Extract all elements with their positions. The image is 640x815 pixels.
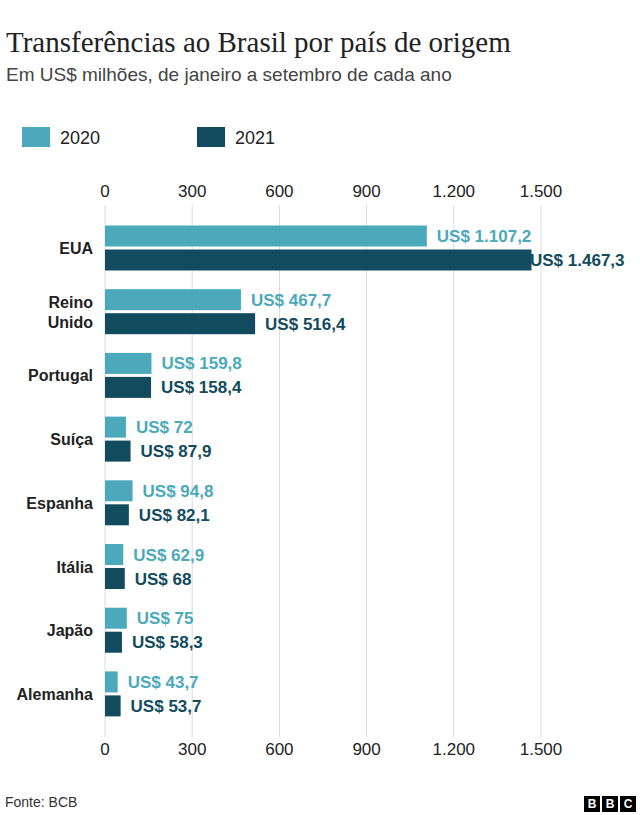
bar [105, 377, 151, 398]
tick-label-top: 1.500 [520, 182, 563, 201]
credit-box [584, 796, 600, 812]
grid-line [366, 205, 367, 737]
tick-label-bottom: 600 [265, 740, 293, 759]
grid-line [192, 205, 193, 737]
credit-text: BBC [588, 797, 633, 811]
tick-label-bottom: 300 [178, 740, 206, 759]
data-label: US$ 467,7 [251, 291, 331, 310]
tick-label-top: 300 [178, 182, 206, 201]
tick-label-top: 1.200 [433, 182, 476, 201]
category-label: Espanha [26, 495, 93, 512]
credit-box [602, 796, 618, 812]
data-label: US$ 82,1 [139, 506, 210, 525]
bar [105, 226, 427, 247]
tick-label-bottom: 900 [352, 740, 380, 759]
bar [105, 544, 123, 565]
bar [105, 671, 118, 692]
tick-label-top: 600 [265, 182, 293, 201]
data-label: US$ 159,8 [161, 354, 241, 373]
legend-label: 2021 [235, 128, 275, 148]
data-label: US$ 1.467,3 [530, 251, 625, 270]
grid-line [541, 205, 542, 737]
source: Fonte: BCB [5, 794, 77, 810]
tick-label-bottom: 0 [100, 740, 109, 759]
category-label: Alemanha [17, 686, 94, 703]
data-label: US$ 53,7 [131, 697, 202, 716]
bar [105, 608, 127, 629]
legend-swatch [197, 127, 225, 147]
bar [105, 289, 241, 310]
data-label: US$ 58,3 [132, 633, 203, 652]
bar [105, 632, 122, 653]
data-label: US$ 158,4 [161, 378, 242, 397]
bar [105, 441, 131, 462]
category-label: EUA [59, 240, 93, 257]
data-label: US$ 87,9 [141, 442, 212, 461]
bars [105, 226, 531, 717]
chart-container: Transferências ao Brasil por país de ori… [0, 0, 640, 815]
subtitle: Em US$ milhões, de janeiro a setembro de… [6, 64, 452, 85]
tick-label-top: 0 [100, 182, 109, 201]
category-label-line: Unido [48, 314, 94, 331]
credit-letter: B [588, 797, 597, 811]
credit-letter: B [606, 797, 615, 811]
tick-label-bottom: 1.500 [520, 740, 563, 759]
category-label: Japão [47, 622, 93, 639]
credit-logo: BBC [584, 796, 636, 812]
category-label: Itália [57, 559, 94, 576]
bar [105, 250, 531, 271]
tick-label-top: 900 [352, 182, 380, 201]
bar [105, 353, 151, 374]
data-label: US$ 75 [137, 609, 194, 628]
bar [105, 480, 133, 501]
bar [105, 313, 255, 334]
bar [105, 568, 125, 589]
bar [105, 695, 121, 716]
grid-line [279, 205, 280, 737]
credit-letter: C [624, 797, 633, 811]
category-label: Suíça [50, 431, 93, 448]
legend-swatch [22, 127, 50, 147]
grid-line [453, 205, 454, 737]
data-label: US$ 94,8 [143, 482, 214, 501]
legend-label: 2020 [60, 128, 100, 148]
chart-svg: Transferências ao Brasil por país de ori… [0, 0, 640, 815]
data-label: US$ 43,7 [128, 673, 199, 692]
bar [105, 504, 129, 525]
data-label: US$ 1.107,2 [437, 227, 532, 246]
data-label: US$ 72 [136, 418, 193, 437]
data-label: US$ 62,9 [133, 546, 204, 565]
tick-label-bottom: 1.200 [433, 740, 476, 759]
data-labels: US$ 1.107,2 US$ 1.467,3 US$ 467,7 US$ 516,4… [128, 227, 625, 716]
category-label: Portugal [28, 367, 93, 384]
data-label: US$ 516,4 [265, 315, 346, 334]
title: Transferências ao Brasil por país de ori… [6, 26, 511, 58]
credit-box [620, 796, 636, 812]
category-label-line: Reino [49, 294, 94, 311]
grid-line [105, 205, 106, 737]
category-label: Reino Unido [48, 294, 94, 331]
data-label: US$ 68 [135, 570, 192, 589]
bar [105, 417, 126, 438]
